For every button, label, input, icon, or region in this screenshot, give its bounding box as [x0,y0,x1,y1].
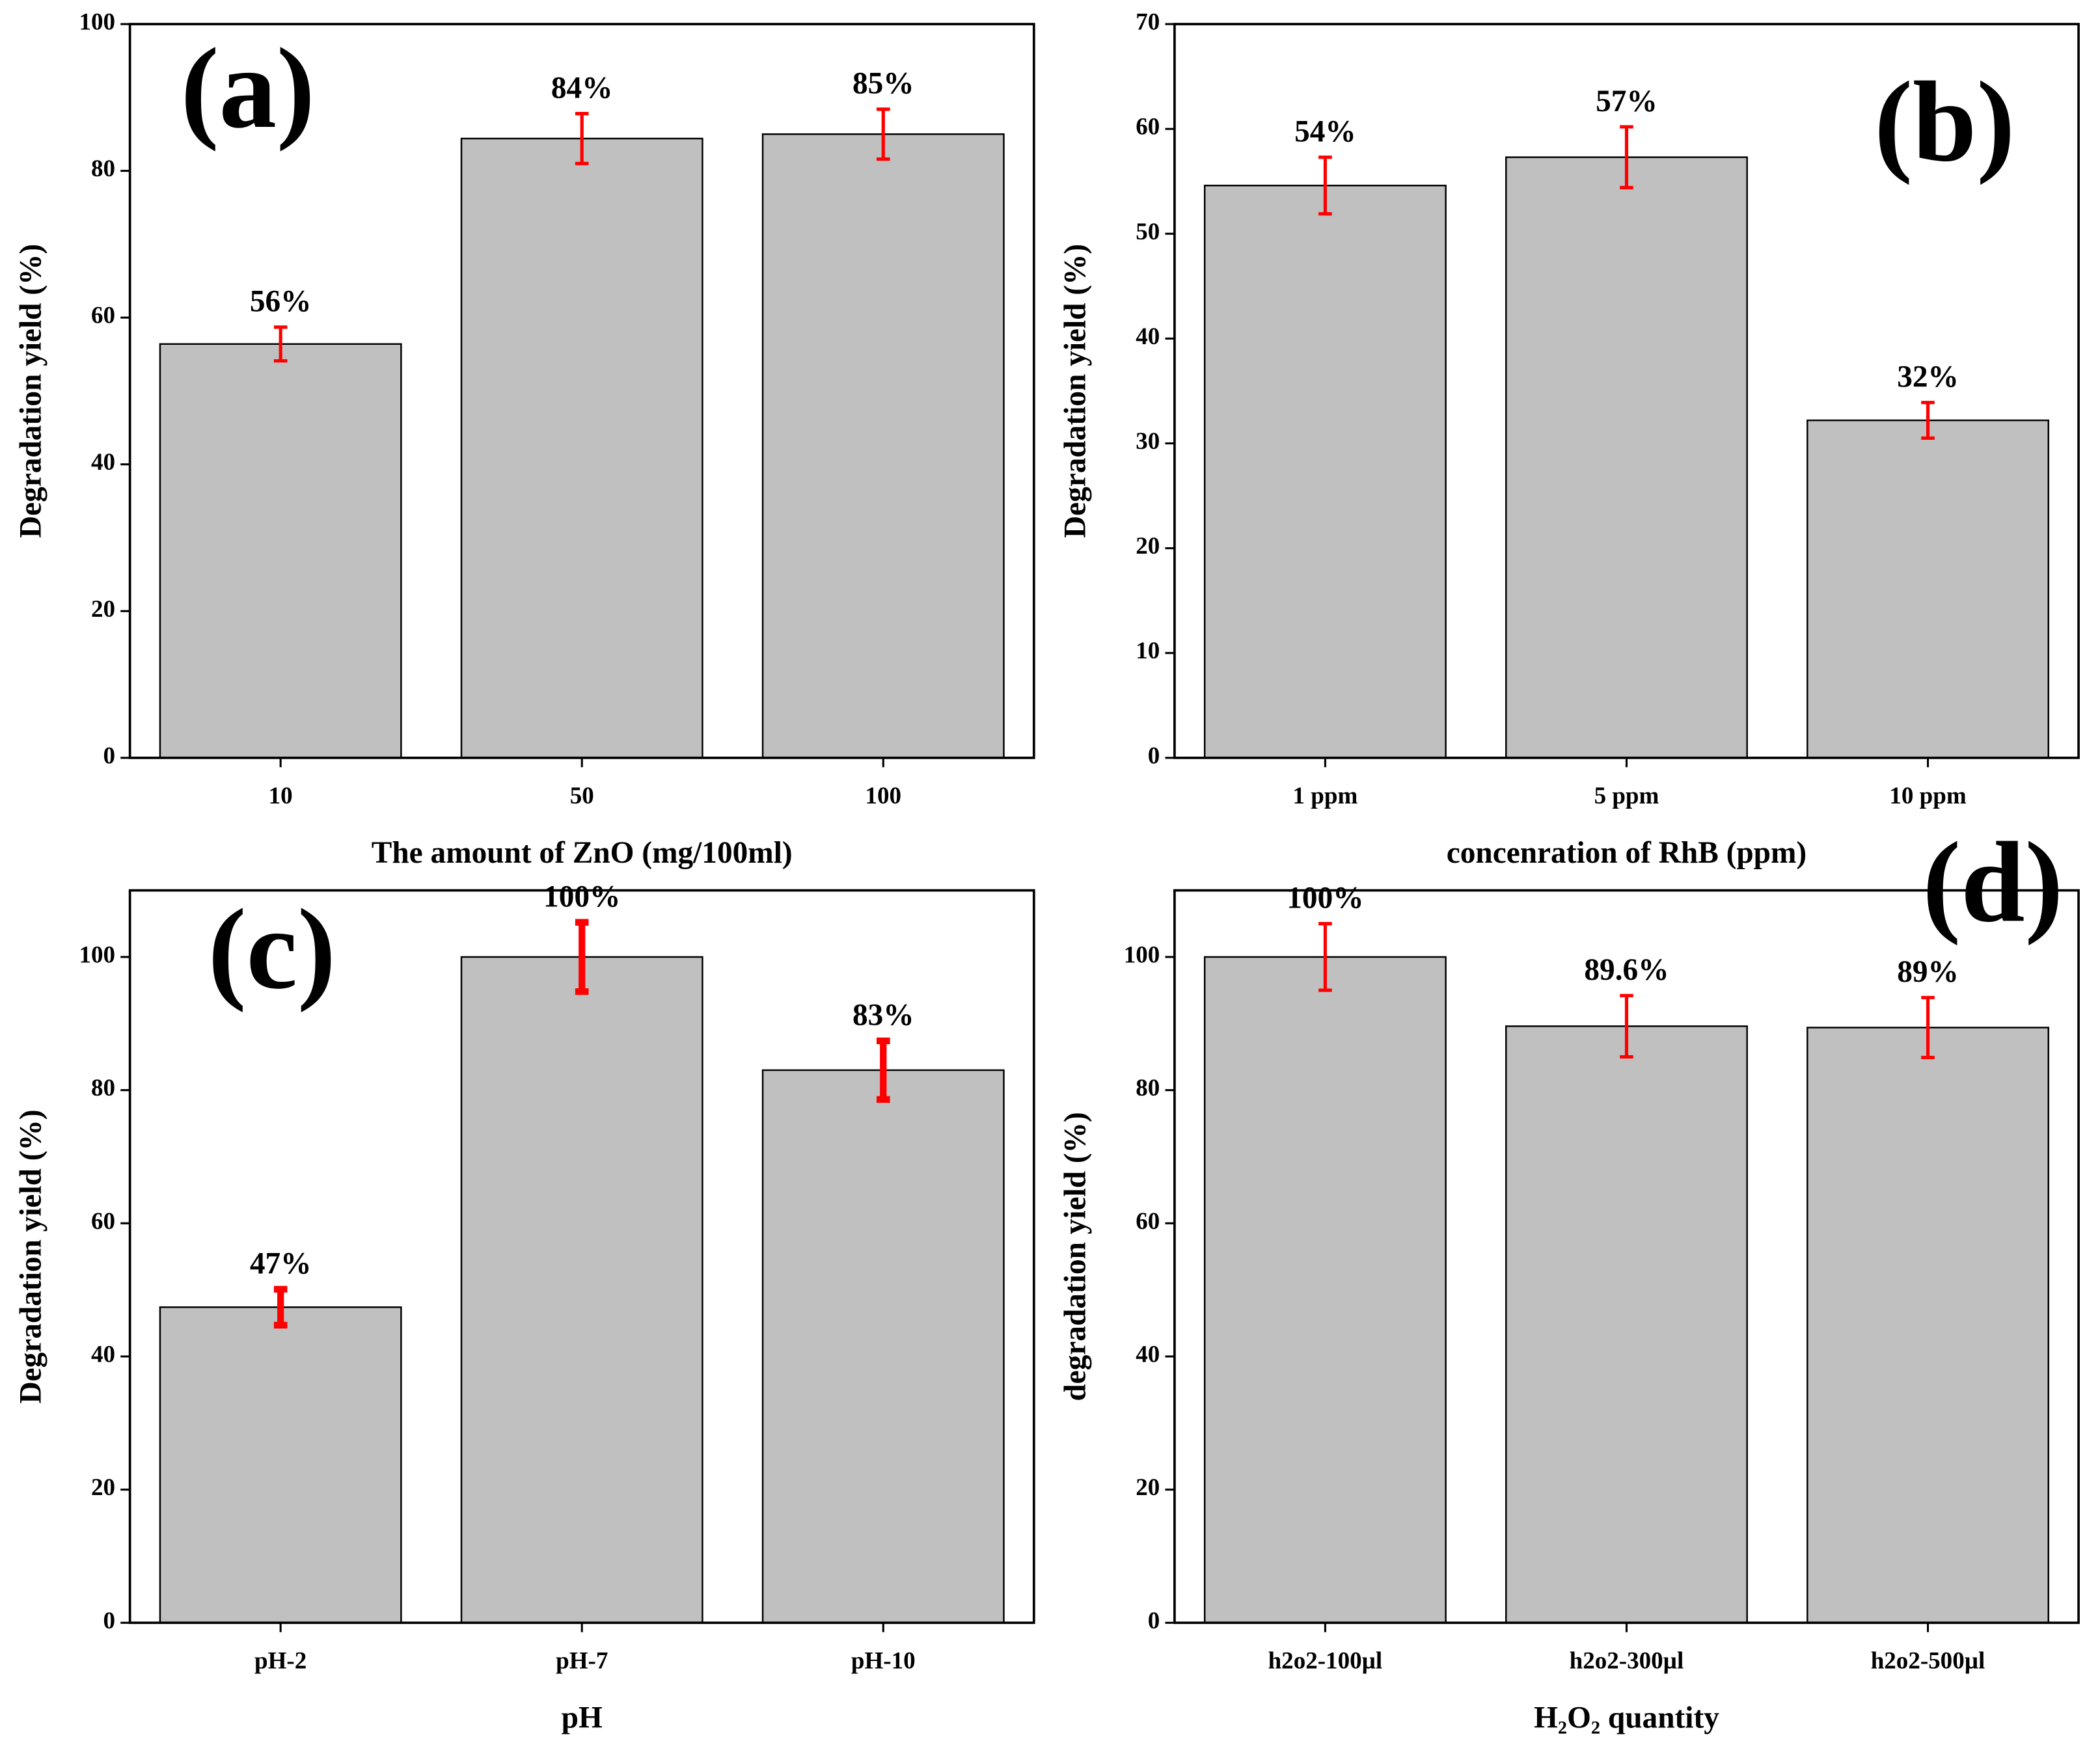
value-label: 85% [852,67,914,101]
x-axis-label: pH [562,1701,603,1734]
value-label: 54% [1294,115,1356,149]
y-tick-label: 0 [1148,742,1160,769]
y-tick-label: 80 [1136,1075,1160,1101]
x-axis-label: concenration of RhB (ppm) [1447,836,1807,870]
x-tick-label: h2o2-100µl [1268,1648,1383,1675]
y-tick-label: 100 [79,941,115,968]
y-tick-label: 0 [103,742,115,769]
panel-label: (a) [181,25,315,152]
value-label: 47% [250,1247,312,1280]
x-tick-label: 50 [570,783,594,809]
x-tick-label: 1 ppm [1293,783,1358,809]
y-tick-label: 60 [91,1208,115,1235]
x-tick-label: pH-10 [851,1648,916,1675]
plot-frame [128,889,1035,1625]
panel-label: (d) [1922,818,2063,946]
x-tick-label: 100 [866,783,902,809]
y-tick-label: 60 [1136,114,1160,141]
x-tick-label: pH-7 [556,1648,608,1675]
y-tick-label: 40 [91,449,115,476]
bar [159,343,402,759]
y-tick-label: 60 [91,303,115,329]
x-tick-label: h2o2-500µl [1871,1648,1985,1675]
plot-frame [1173,23,2080,759]
y-tick-label: 20 [1136,533,1160,560]
x-axis-label: The amount of ZnO (mg/100ml) [372,836,793,870]
value-label: 57% [1596,85,1657,118]
bar [1505,156,1748,759]
value-label: 56% [250,285,312,319]
y-tick-label: 10 [1136,638,1160,664]
y-tick-label: 80 [91,1075,115,1101]
y-tick-label: 40 [1136,323,1160,350]
bar [761,133,1005,759]
bar [159,1306,402,1624]
x-tick-label: 10 ppm [1889,783,1966,809]
panel-label: (c) [208,885,336,1013]
plot-frame [1173,889,2080,1625]
y-tick-label: 20 [1136,1474,1160,1501]
value-label: 100% [1287,882,1363,915]
y-tick-label: 80 [91,155,115,182]
plot-frame [128,23,1035,759]
value-label: 89% [1897,955,1959,989]
y-tick-label: 40 [1136,1341,1160,1368]
y-axis-label: degradation yield (%) [1059,1112,1093,1401]
value-label: 89.6% [1584,953,1669,987]
value-label: 32% [1897,360,1959,394]
y-axis-label: Degradation yield (%) [14,1109,48,1403]
y-tick-label: 0 [1148,1608,1160,1634]
bar [1203,956,1447,1624]
bar [460,137,703,759]
value-label: 84% [551,72,613,105]
y-tick-label: 50 [1136,219,1160,245]
value-label: 83% [852,999,914,1032]
y-tick-label: 20 [91,1474,115,1501]
bar [1807,1027,2049,1624]
y-tick-label: 70 [1136,9,1160,36]
y-tick-label: 20 [91,596,115,623]
y-tick-label: 30 [1136,428,1160,455]
y-tick-label: 60 [1136,1208,1160,1235]
x-tick-label: pH-2 [254,1648,307,1675]
y-tick-label: 0 [103,1608,115,1634]
x-axis-label: H₂O₂ quantity [1534,1701,1719,1734]
bar [1203,184,1447,759]
y-tick-label: 100 [79,9,115,36]
y-axis-label: Degradation yield (%) [1059,244,1093,538]
x-tick-label: 5 ppm [1594,783,1659,809]
bar [1505,1025,1748,1624]
value-label: 100% [543,880,620,914]
panel-label: (b) [1874,58,2015,185]
y-axis-label: Degradation yield (%) [14,244,48,538]
bar [1807,419,2049,759]
y-tick-label: 100 [1124,941,1160,968]
bar [460,956,703,1624]
bar [761,1069,1005,1624]
x-tick-label: h2o2-300µl [1570,1648,1684,1675]
y-tick-label: 40 [91,1341,115,1368]
x-tick-label: 10 [269,783,293,809]
